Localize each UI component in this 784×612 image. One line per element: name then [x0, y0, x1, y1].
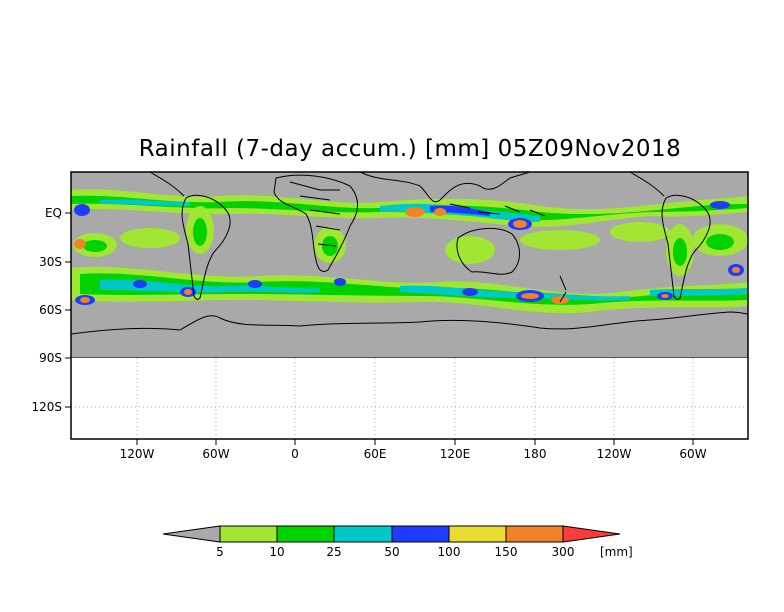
antarctica-outline — [71, 311, 748, 358]
colorbar-level-label: 300 — [552, 545, 575, 559]
grid-lines — [71, 358, 748, 439]
colorbar-level-label: 150 — [495, 545, 518, 559]
lon-tick-label: 120W — [597, 447, 632, 461]
colorbar-bin-50-100 — [391, 525, 450, 543]
map-title: Rainfall (7-day accum.) [mm] 05Z09Nov201… — [138, 136, 682, 162]
colorbar-level-label: 25 — [326, 545, 341, 559]
colorbar-labels: 5 10 25 50 100 150 300 [mm] — [216, 545, 633, 559]
lon-tick-label: 120E — [440, 447, 471, 461]
colorbar-level-label: 100 — [438, 545, 461, 559]
colorbar-bin-10-25 — [276, 525, 335, 543]
colorbar-level-label: 50 — [384, 545, 399, 559]
colorbar — [162, 525, 621, 543]
colorbar-bin-25-50 — [333, 525, 393, 543]
lat-tick-label: EQ — [45, 206, 62, 220]
map-frame — [70, 171, 749, 440]
lat-tick-label: 120S — [31, 400, 62, 414]
heavy-rain-spots — [74, 201, 744, 305]
lon-tick-label: 120W — [120, 447, 155, 461]
colorbar-above-triangle — [562, 525, 621, 543]
colorbar-below-triangle — [162, 525, 221, 543]
lon-tick-label: 60E — [364, 447, 387, 461]
lat-tick-label: 30S — [39, 255, 62, 269]
latitude-labels: EQ 30S 60S 90S 120S — [31, 206, 62, 414]
axis-ticks — [65, 212, 694, 445]
colorbar-unit-label: [mm] — [600, 545, 633, 559]
rainfall-field — [71, 172, 748, 358]
coastlines — [71, 172, 748, 303]
lon-tick-label: 180 — [524, 447, 547, 461]
rain-patches-moderate — [83, 218, 734, 266]
storm-track-band — [71, 266, 748, 314]
lon-tick-label: 60W — [202, 447, 229, 461]
colorbar-bin-150-300 — [505, 525, 564, 543]
colorbar-bin-100-150 — [448, 525, 507, 543]
lon-tick-label: 0 — [291, 447, 299, 461]
colorbar-level-label: 5 — [216, 545, 224, 559]
lat-tick-label: 60S — [39, 303, 62, 317]
longitude-labels: 120W 60W 0 60E 120E 180 120W 60W — [120, 447, 707, 461]
lon-tick-label: 60W — [679, 447, 706, 461]
lat-tick-label: 90S — [39, 351, 62, 365]
colorbar-level-label: 10 — [269, 545, 284, 559]
colorbar-bin-5-10 — [219, 525, 278, 543]
